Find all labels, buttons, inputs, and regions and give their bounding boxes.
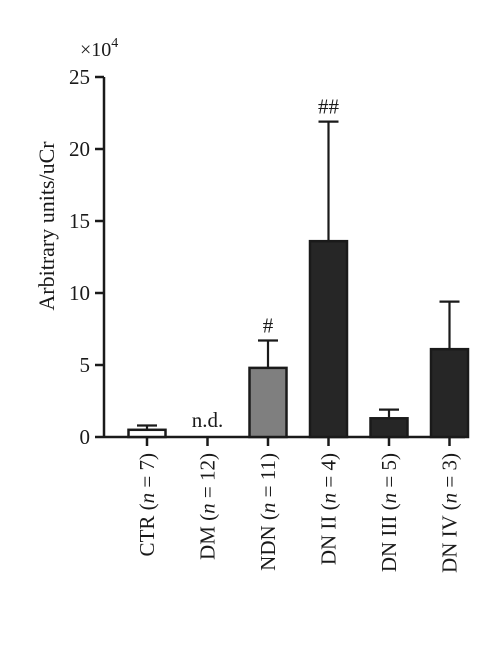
x-category-label: NDN (n = 11) [256, 453, 280, 571]
bar [248, 366, 288, 439]
y-tick-label: 5 [80, 353, 91, 377]
x-category-label: DN IV (n = 3) [438, 453, 462, 573]
category-label-count: = 11) [256, 453, 280, 503]
category-label-n: n [377, 493, 401, 504]
bar-annotation: ## [318, 95, 340, 119]
bar [308, 239, 349, 439]
bar [369, 417, 409, 439]
category-label-prefix: DM ( [196, 514, 220, 560]
y-tick-label: 25 [69, 65, 90, 89]
x-category-label: DM (n = 12) [196, 453, 220, 560]
category-label-prefix: DN III ( [377, 503, 401, 572]
y-multiplier-label: ×104 [80, 36, 118, 61]
category-label-prefix: NDN ( [256, 513, 280, 571]
category-label-count: = 7) [135, 453, 159, 493]
y-tick-label: 20 [69, 137, 90, 161]
category-label-prefix: DN IV ( [438, 503, 462, 573]
category-label-n: n [135, 493, 159, 504]
y-tick-label: 10 [69, 281, 90, 305]
y-multiplier-exponent: 4 [111, 36, 118, 51]
category-label-count: = 12) [196, 453, 220, 503]
category-label-count: = 4) [317, 453, 341, 493]
bar-annotation: # [263, 314, 274, 338]
category-label-count: = 3) [438, 453, 462, 493]
category-label-n: n [438, 493, 462, 504]
x-category-label: DN II (n = 4) [317, 453, 341, 565]
category-label-n: n [196, 503, 220, 514]
category-label-n: n [256, 503, 280, 514]
category-label-n: n [317, 493, 341, 504]
category-label-prefix: CTR ( [135, 503, 159, 556]
category-label-count: = 5) [377, 453, 401, 493]
bar-annotation: n.d. [192, 408, 224, 432]
bar [127, 428, 167, 439]
category-label-prefix: DN II ( [317, 503, 341, 565]
y-axis-title: Arbitrary units/uCr [34, 141, 59, 311]
y-tick-label: 0 [80, 425, 91, 449]
bar [429, 347, 470, 439]
x-category-label: CTR (n = 7) [135, 453, 159, 556]
y-tick-label: 15 [69, 209, 90, 233]
x-category-label: DN III (n = 5) [377, 453, 401, 572]
